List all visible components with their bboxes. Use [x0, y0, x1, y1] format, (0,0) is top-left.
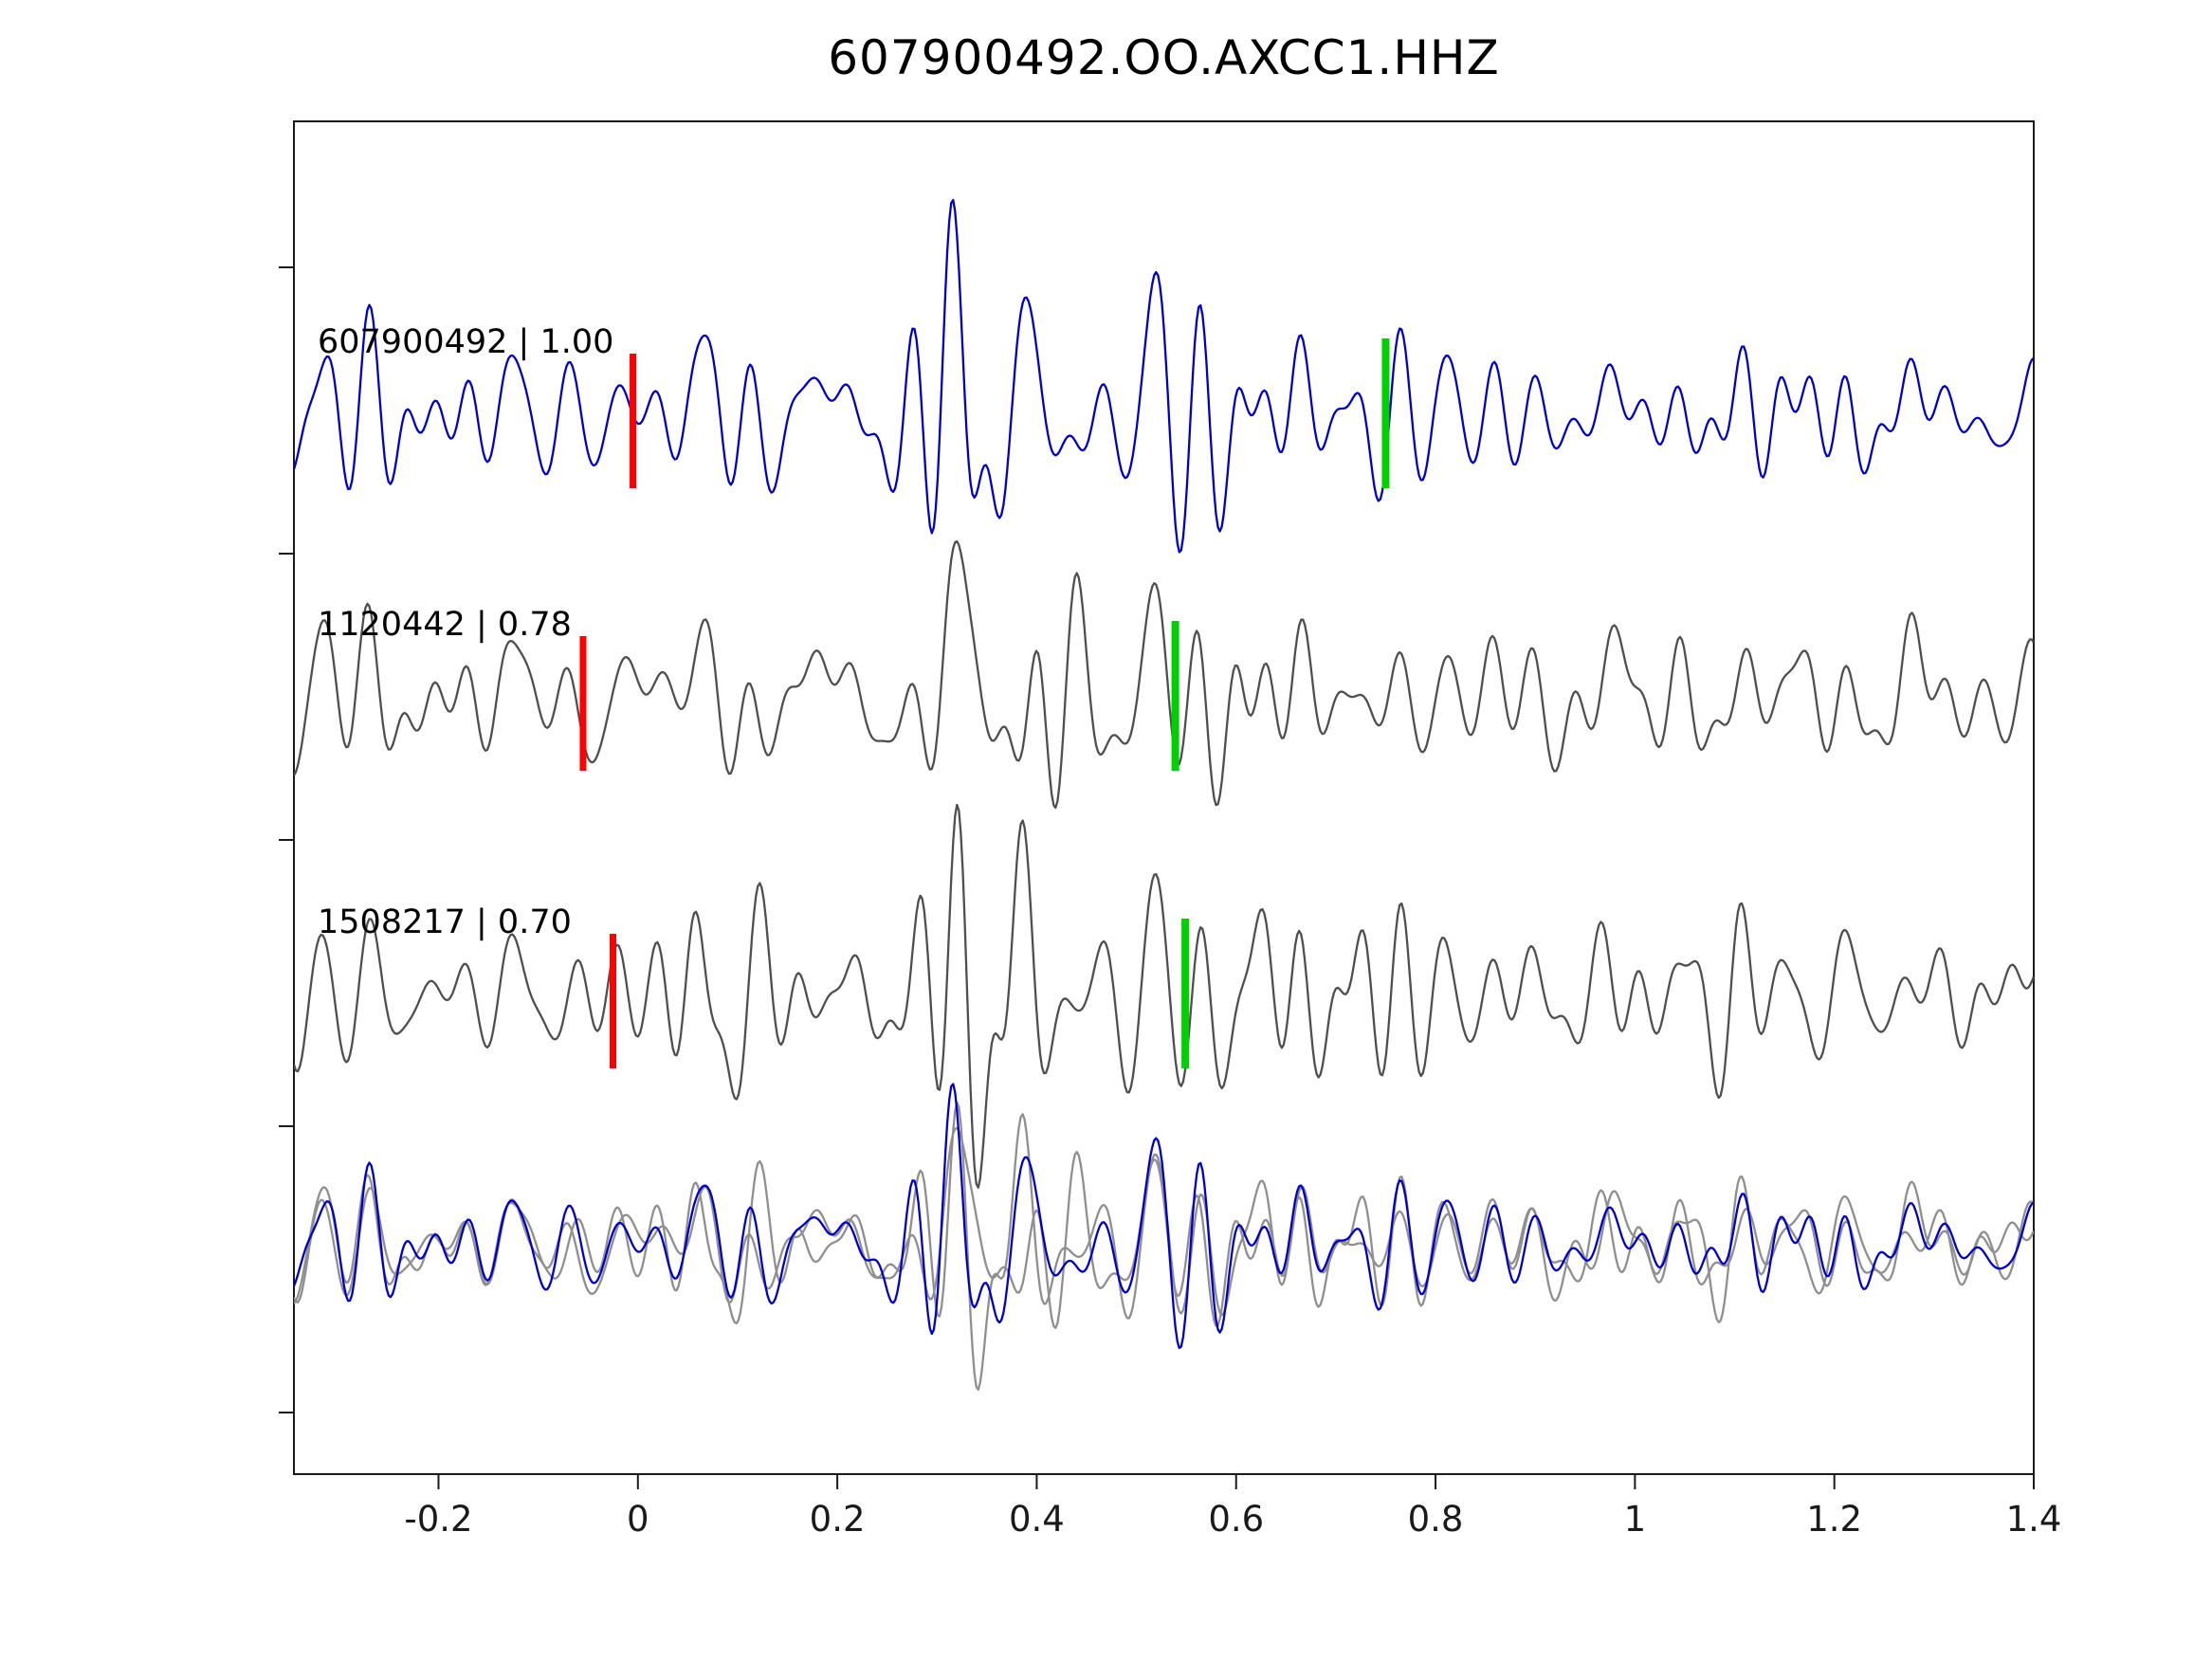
- waveforms: [294, 198, 2034, 1391]
- x-tick-label: 0.8: [1408, 1499, 1464, 1540]
- waveform-trace-1120442: [294, 539, 2034, 810]
- trace-label-1508217: 1508217 | 0.70: [318, 903, 572, 941]
- x-tick-label: 0.4: [1009, 1499, 1065, 1540]
- pick-green-607900492: [1381, 338, 1390, 488]
- x-tick-label: -0.2: [404, 1499, 472, 1540]
- trace-label-607900492: 607900492 | 1.00: [318, 323, 614, 361]
- pick-green-1508217: [1181, 919, 1190, 1068]
- x-tick-label: 1.4: [2006, 1499, 2062, 1540]
- waveform-trace-1508217: [294, 803, 2034, 1189]
- overlay-trace-607900492: [294, 1083, 2034, 1350]
- pick-red-1508217: [610, 934, 617, 1068]
- pick-green-1120442: [1171, 621, 1179, 771]
- x-tick-label: 1.2: [1806, 1499, 1862, 1540]
- waveform-trace-607900492: [294, 198, 2034, 554]
- x-tick-label: 1: [1624, 1499, 1647, 1540]
- pick-red-607900492: [630, 354, 637, 488]
- x-tick-label: 0.2: [810, 1499, 866, 1540]
- x-tick-label: 0: [627, 1499, 649, 1540]
- x-tick-label: 0.6: [1208, 1499, 1264, 1540]
- trace-label-1120442: 1120442 | 0.78: [318, 606, 572, 644]
- overlay-trace-1120442: [294, 1126, 2034, 1329]
- chart-title: 607900492.OO.AXCC1.HHZ: [828, 30, 1500, 85]
- plot-frame: [293, 120, 2035, 1475]
- pick-red-1120442: [579, 636, 587, 771]
